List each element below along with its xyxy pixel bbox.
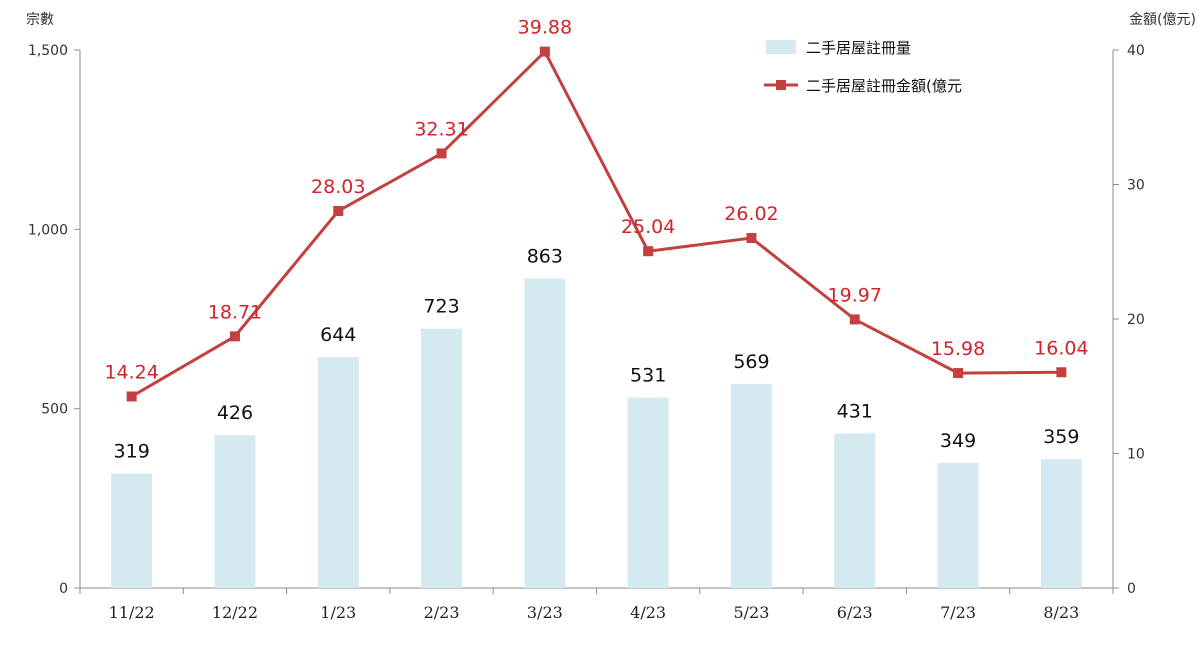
bar-7-23 — [937, 462, 979, 588]
left-axis-title: 宗數 — [26, 12, 54, 28]
legend-line-marker — [776, 80, 786, 90]
x-axis-tick-label: 8/23 — [1043, 603, 1079, 622]
bar-3-23 — [524, 278, 566, 588]
right-axis-title: 金額(億元) — [1129, 12, 1196, 28]
bar-data-label: 863 — [527, 245, 563, 267]
line-marker-6-23 — [849, 314, 860, 325]
legend-line-label: 二手居屋註冊金額(億元 — [806, 77, 962, 95]
left-axis-tick-label: 0 — [59, 581, 68, 597]
line-marker-3-23 — [539, 46, 550, 57]
legend-bar-label: 二手居屋註冊量 — [806, 39, 911, 57]
bar-data-label: 569 — [733, 351, 769, 373]
bar-data-label: 644 — [320, 324, 356, 346]
bar-1-23 — [317, 357, 359, 588]
x-axis-tick-label: 11/22 — [109, 603, 155, 622]
line-data-label: 19.97 — [828, 284, 882, 306]
line-marker-4-23 — [643, 246, 654, 257]
line-series-path — [130, 49, 1062, 398]
right-axis-tick-label: 10 — [1127, 447, 1145, 463]
x-axis-tick-label: 6/23 — [837, 603, 873, 622]
bar-data-label: 426 — [217, 402, 253, 424]
line-marker-11-22 — [126, 391, 137, 402]
line-data-label: 16.04 — [1034, 337, 1088, 359]
x-axis-tick-label: 5/23 — [733, 603, 769, 622]
line-data-label: 15.98 — [931, 338, 985, 360]
x-axis-tick-label: 7/23 — [940, 603, 976, 622]
bar-5-23 — [730, 383, 772, 588]
bar-data-label: 349 — [940, 430, 976, 452]
bar-4-23 — [627, 397, 669, 588]
bar-data-label: 531 — [630, 365, 666, 387]
right-axis-tick-label: 30 — [1127, 178, 1145, 194]
line-marker-5-23 — [746, 233, 757, 244]
bar-11-22 — [111, 473, 153, 588]
line-data-label: 26.02 — [724, 203, 778, 225]
left-axis-tick-label: 500 — [41, 402, 68, 418]
x-axis-tick-label: 2/23 — [424, 603, 460, 622]
x-axis-tick-label: 12/22 — [212, 603, 258, 622]
line-data-label: 25.04 — [621, 216, 675, 238]
line-marker-7-23 — [953, 368, 964, 379]
line-marker-1-23 — [333, 205, 344, 216]
left-axis-tick-label: 1,500 — [28, 43, 68, 59]
bar-data-label: 319 — [114, 441, 150, 463]
bar-8-23 — [1040, 459, 1082, 588]
bar-6-23 — [834, 433, 876, 588]
line-data-label: 28.03 — [311, 176, 365, 198]
line-marker-2-23 — [436, 148, 447, 159]
line-data-label: 39.88 — [518, 17, 572, 39]
legend-bar-swatch — [766, 40, 796, 54]
bar-12-22 — [214, 435, 256, 588]
bar-data-label: 359 — [1043, 426, 1079, 448]
bar-data-label: 431 — [837, 400, 873, 422]
bar-2-23 — [421, 328, 463, 588]
x-axis-tick-label: 4/23 — [630, 603, 666, 622]
line-marker-12-22 — [229, 331, 240, 342]
left-axis-tick-label: 1,000 — [28, 222, 68, 238]
x-axis-tick-label: 3/23 — [527, 603, 563, 622]
line-marker-8-23 — [1056, 367, 1067, 378]
line-data-label: 18.71 — [208, 301, 262, 323]
x-axis-tick-label: 1/23 — [320, 603, 356, 622]
line-data-label: 32.31 — [414, 118, 468, 140]
right-axis-tick-label: 20 — [1127, 312, 1145, 328]
line-data-label: 14.24 — [104, 361, 158, 383]
bar-data-label: 723 — [423, 296, 459, 318]
right-axis-tick-label: 0 — [1127, 581, 1136, 597]
right-axis-tick-label: 40 — [1127, 43, 1145, 59]
